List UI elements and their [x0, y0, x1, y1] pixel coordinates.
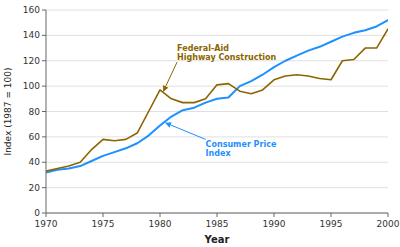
tick-label-x: 1975 — [92, 219, 115, 229]
tick-y — [42, 111, 46, 112]
x-axis-label: Year — [204, 234, 230, 245]
tick-label-y: 0 — [34, 208, 40, 218]
annotation-line: Consumer Price — [206, 140, 277, 149]
grid-line-y — [46, 111, 388, 112]
tick-y — [42, 60, 46, 61]
grid-line-y — [46, 136, 388, 137]
tick-label-x: 2000 — [377, 219, 400, 229]
tick-label-x: 1985 — [206, 219, 229, 229]
tick-label-y: 100 — [23, 81, 40, 91]
annotation-arrow — [163, 62, 177, 91]
tick-label-y: 60 — [29, 132, 41, 142]
tick-y — [42, 10, 46, 11]
grid-line-y — [46, 213, 388, 214]
tick-x — [388, 213, 389, 217]
series-line — [46, 20, 388, 172]
tick-y — [42, 187, 46, 188]
tick-label-y: 80 — [29, 107, 41, 117]
tick-x — [217, 213, 218, 217]
tick-y — [42, 35, 46, 36]
annotation-arrow — [166, 123, 206, 139]
annotation: Consumer PriceIndex — [206, 140, 277, 158]
grid-line-y — [46, 187, 388, 188]
series-line — [46, 29, 388, 171]
tick-y — [42, 213, 46, 214]
tick-x — [103, 213, 104, 217]
axis-x — [46, 213, 388, 214]
tick-x — [160, 213, 161, 217]
tick-label-y: 160 — [23, 5, 40, 15]
tick-y — [42, 86, 46, 87]
tick-y — [42, 162, 46, 163]
tick-y — [42, 136, 46, 137]
tick-label-y: 140 — [23, 30, 40, 40]
tick-label-y: 20 — [29, 183, 41, 193]
tick-label-y: 120 — [23, 56, 40, 66]
grid-line-y — [46, 35, 388, 36]
grid-line-y — [46, 10, 388, 11]
tick-label-x: 1970 — [35, 219, 58, 229]
chart: 0 20 40 60 80 100 120 140 160 1970 1975 1980 1985 199… — [0, 0, 400, 247]
annotation: Federal-AidHighway Construction — [177, 44, 276, 62]
tick-label-x: 1990 — [263, 219, 286, 229]
tick-label-y: 40 — [29, 157, 41, 167]
tick-label-x: 1980 — [149, 219, 172, 229]
y-axis-label: Index (1987 = 100) — [3, 67, 13, 155]
tick-x — [331, 213, 332, 217]
tick-label-x: 1995 — [320, 219, 343, 229]
annotation-line: Federal-Aid — [177, 44, 229, 53]
grid-line-y — [46, 162, 388, 163]
tick-x — [46, 213, 47, 217]
annotation-line: Index — [206, 149, 232, 158]
tick-x — [274, 213, 275, 217]
axis-y — [46, 10, 47, 213]
annotation-line: Highway Construction — [177, 53, 276, 62]
plot-area — [46, 20, 388, 172]
